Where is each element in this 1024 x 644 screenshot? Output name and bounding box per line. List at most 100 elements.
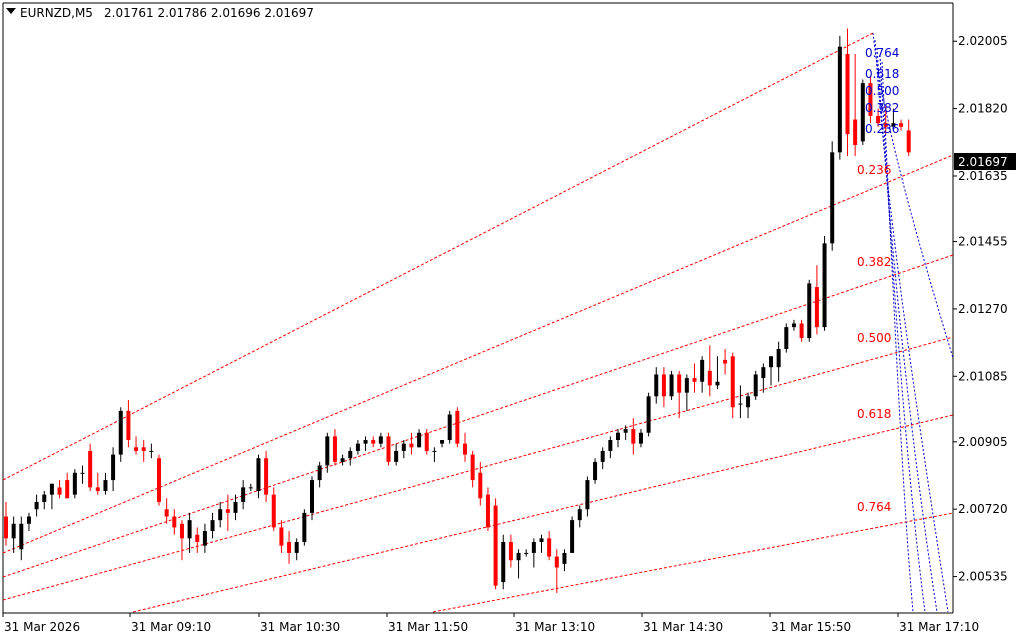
candle-body [723,359,728,364]
candle-body [623,429,628,433]
fib-fan-curve [879,54,926,613]
candle-body [340,458,345,462]
candle-body [103,480,108,491]
candle-body [72,472,77,495]
candle-body [19,523,24,550]
candle-body [264,458,269,495]
fib-level-label: 0.618 [865,67,899,81]
candle-body [279,527,284,546]
gann-level-label: 0.500 [857,331,891,345]
candle-body [4,516,8,539]
candle-body [386,436,391,462]
candle-body [218,509,223,521]
candle-body [539,538,544,542]
fib-fan-labels: 0.764 0.618 0.500 0.382 0.236 [865,46,899,136]
candle-body [424,432,429,451]
candle-body [241,487,246,502]
gann-level-label: 0.236 [857,163,891,177]
candle-body [554,556,559,568]
candle-body [570,520,575,553]
x-tick-label: 31 Mar 13:10 [515,620,595,634]
price-axis: 2.02005 2.01820 2.01635 2.01455 2.01270 2.010… [953,34,1008,584]
candle-body [248,487,253,489]
chart-frame [2,2,954,614]
current-price-tag: 2.01697 [954,153,1016,170]
candle-body [485,494,490,528]
candle-body [845,53,850,135]
candle-body [638,432,643,444]
candle-body [730,356,735,408]
candle-body [830,152,835,244]
candle-body [195,534,200,542]
candle-body [57,487,62,495]
candle-body [126,410,131,441]
candle-body [417,432,422,448]
candle-body [661,374,666,397]
candle-body [65,480,70,499]
y-tick-label: 2.01635 [958,169,1008,183]
candle-body [807,283,812,339]
candle-body [42,494,47,502]
x-tick-label: 31 Mar 17:10 [899,620,979,634]
candle-body [853,119,858,146]
candle-body [455,410,460,444]
current-price-label: 2.01697 [958,155,1008,169]
symbol-label: EURNZD,M5 [20,6,93,20]
fibonacci-fan[interactable] [872,32,954,613]
fib-level-label: 0.382 [865,101,899,115]
candle-body [776,348,781,368]
candle-body [707,370,712,386]
candlestick-series [4,28,911,593]
candle-body [355,443,360,451]
candle-body [332,436,337,462]
fib-fan-curve [876,47,938,613]
y-tick-label: 2.01270 [958,302,1008,316]
x-tick-label: 31 Mar 09:10 [131,620,211,634]
y-tick-label: 2.00535 [958,570,1008,584]
candle-body [616,432,620,441]
y-tick-label: 2.02005 [958,34,1008,48]
fan-line [2,336,954,601]
y-tick-label: 2.01085 [958,369,1008,383]
fib-fan-curve [881,61,914,613]
candle-body [899,123,904,127]
candle-body [111,454,116,481]
candle-body [692,378,697,382]
candle-body [585,480,590,510]
candle-body [470,454,475,481]
candle-body [715,381,720,386]
chart-header: EURNZD,M5 2.01761 2.01786 2.01696 2.0169… [6,6,314,20]
candle-body [463,443,467,455]
candle-body [883,123,888,127]
candle-body [524,552,529,554]
y-tick-label: 2.00720 [958,502,1008,516]
candle-body [394,450,399,462]
candle-body [134,447,139,451]
time-axis: 31 Mar 2026 31 Mar 09:10 31 Mar 10:30 31 Ma… [2,613,979,634]
candle-body [378,436,383,444]
candle-body [440,440,445,444]
candle-body [287,541,292,553]
candle-body [799,323,804,339]
candle-body [531,541,536,553]
gann-fan-labels: 0.236 0.382 0.500 0.618 0.764 [857,163,891,514]
candle-body [608,440,613,451]
x-tick-label: 31 Mar 14:30 [643,620,723,634]
candle-body [141,447,146,451]
candle-body [814,287,819,328]
candle-body [700,359,705,382]
candle-body [784,327,789,349]
chart-menu-arrow-icon[interactable] [6,8,16,14]
candle-body [547,538,552,557]
candle-body [646,396,651,433]
candle-body [294,541,299,553]
gann-fan[interactable] [2,32,954,613]
x-tick-label: 31 Mar 10:30 [260,620,340,634]
candle-body [769,356,773,368]
candle-body [49,483,54,495]
candle-body [654,374,659,397]
fan-line [2,32,874,481]
candle-body [753,374,758,397]
